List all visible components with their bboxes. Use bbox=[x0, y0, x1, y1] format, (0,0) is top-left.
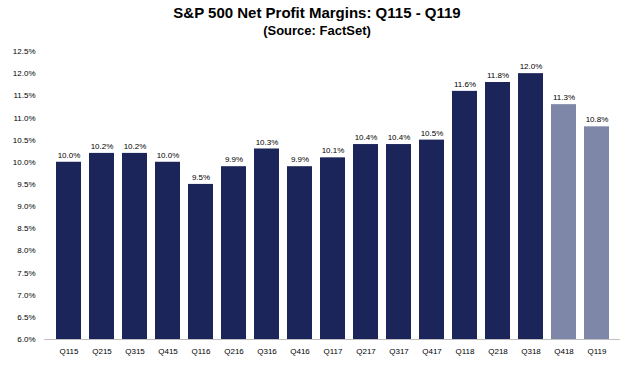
svg-text:Q115: Q115 bbox=[60, 347, 80, 356]
html-text:S&P 500 Net Profit Margins: Q1: S&P 500 Net Profit Margins: Q115 - Q119 bbox=[173, 4, 461, 21]
svg-text:Q218: Q218 bbox=[488, 347, 508, 356]
svg-text:Q216: Q216 bbox=[224, 347, 244, 356]
svg-text:12.0%: 12.0% bbox=[13, 69, 36, 78]
svg-text:10.4%: 10.4% bbox=[355, 133, 378, 142]
svg-text:9.5%: 9.5% bbox=[192, 173, 210, 182]
svg-text:10.0%: 10.0% bbox=[58, 151, 81, 160]
svg-text:8.0%: 8.0% bbox=[17, 246, 35, 255]
svg-text:Q119: Q119 bbox=[588, 347, 608, 356]
svg-text:11.6%: 11.6% bbox=[454, 80, 476, 89]
svg-text:Q117: Q117 bbox=[324, 347, 344, 356]
svg-text:Q316: Q316 bbox=[257, 347, 277, 356]
svg-text:7.5%: 7.5% bbox=[17, 269, 35, 278]
svg-text:11.5%: 11.5% bbox=[13, 91, 35, 100]
svg-text:9.9%: 9.9% bbox=[225, 155, 243, 164]
html-text:(Source: FactSet): (Source: FactSet) bbox=[263, 23, 371, 38]
svg-text:9.0%: 9.0% bbox=[17, 202, 35, 211]
svg-text:9.9%: 9.9% bbox=[291, 155, 309, 164]
svg-text:Q418: Q418 bbox=[554, 347, 574, 356]
svg-text:11.0%: 11.0% bbox=[13, 114, 35, 123]
svg-text:Q415: Q415 bbox=[158, 347, 178, 356]
svg-text:12.0%: 12.0% bbox=[520, 62, 543, 71]
svg-text:6.5%: 6.5% bbox=[17, 313, 35, 322]
svg-text:10.4%: 10.4% bbox=[388, 133, 411, 142]
svg-text:Q416: Q416 bbox=[290, 347, 310, 356]
svg-text:Q215: Q215 bbox=[92, 347, 112, 356]
svg-text:10.8%: 10.8% bbox=[586, 115, 609, 124]
svg-text:7.0%: 7.0% bbox=[17, 291, 35, 300]
svg-text:10.0%: 10.0% bbox=[157, 151, 180, 160]
svg-text:Q317: Q317 bbox=[389, 347, 409, 356]
svg-text:Q217: Q217 bbox=[356, 347, 376, 356]
svg-text:Q318: Q318 bbox=[521, 347, 541, 356]
svg-text:Q118: Q118 bbox=[456, 347, 476, 356]
svg-text:10.2%: 10.2% bbox=[124, 142, 147, 151]
svg-text:10.1%: 10.1% bbox=[322, 146, 345, 155]
svg-text:11.8%: 11.8% bbox=[487, 71, 509, 80]
svg-text:11.3%: 11.3% bbox=[553, 93, 575, 102]
svg-text:10.2%: 10.2% bbox=[91, 142, 114, 151]
svg-text:Q116: Q116 bbox=[192, 347, 212, 356]
svg-text:6.0%: 6.0% bbox=[17, 335, 35, 344]
svg-text:9.5%: 9.5% bbox=[17, 180, 35, 189]
svg-text:Q417: Q417 bbox=[422, 347, 442, 356]
svg-text:12.5%: 12.5% bbox=[13, 47, 36, 56]
svg-text:10.5%: 10.5% bbox=[13, 136, 36, 145]
svg-text:10.0%: 10.0% bbox=[13, 158, 36, 167]
svg-text:Q315: Q315 bbox=[125, 347, 145, 356]
svg-text:10.3%: 10.3% bbox=[256, 138, 279, 147]
svg-text:10.5%: 10.5% bbox=[421, 129, 444, 138]
svg-text:8.5%: 8.5% bbox=[17, 224, 35, 233]
